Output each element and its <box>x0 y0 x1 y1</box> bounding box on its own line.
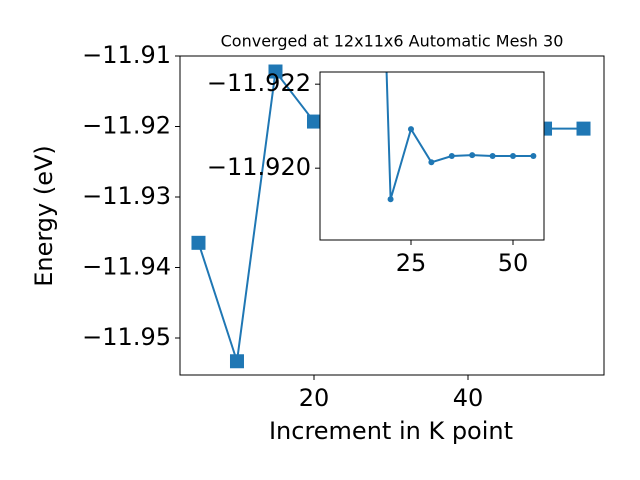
y-tick-label: −11.95 <box>82 323 171 351</box>
marker <box>191 235 206 250</box>
y-tick-label: −11.922 <box>207 69 311 97</box>
marker <box>268 64 283 79</box>
marker <box>229 354 244 369</box>
marker <box>509 153 516 159</box>
y-tick-label: −11.920 <box>207 153 311 181</box>
x-tick-label: 50 <box>498 249 529 277</box>
marker <box>387 196 394 203</box>
chart-title: Converged at 12x11x6 Automatic Mesh 30 <box>221 32 564 51</box>
marker <box>306 114 321 129</box>
marker <box>489 153 496 159</box>
marker <box>469 152 476 159</box>
marker <box>576 121 591 136</box>
y-tick-label: −11.92 <box>82 111 171 139</box>
x-tick-label: 40 <box>453 384 484 412</box>
series <box>385 72 537 203</box>
axes-frame <box>319 71 545 241</box>
x-axis-label: Increment in K point <box>269 417 513 445</box>
marker <box>448 153 455 159</box>
plot-area: 25 50 −11.920 −11.922 <box>207 69 545 277</box>
x-tick-label: 20 <box>299 384 330 412</box>
axes-frame <box>179 55 605 376</box>
marker <box>428 159 435 166</box>
marker <box>407 126 414 133</box>
y-axis-label: Energy (eV) <box>30 145 58 287</box>
x-tick-label: 25 <box>396 249 427 277</box>
y-tick-label: −11.93 <box>82 182 171 210</box>
marker <box>530 153 537 159</box>
y-tick-label: −11.91 <box>82 41 171 69</box>
y-tick-label: −11.94 <box>82 252 171 280</box>
